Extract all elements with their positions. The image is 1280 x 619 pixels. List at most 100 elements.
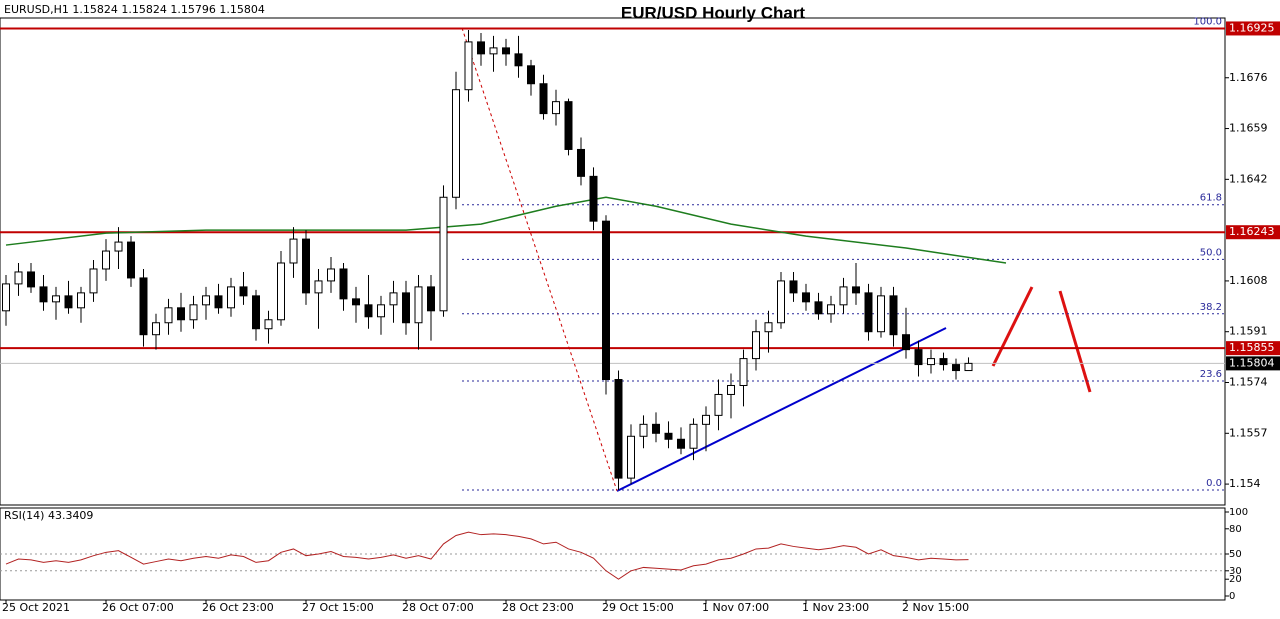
y-tick-label: 1.1642 [1229, 172, 1268, 185]
candle-body [489, 47, 498, 55]
candle-body [627, 435, 635, 479]
candle-body [914, 349, 923, 366]
candle-body [364, 304, 373, 318]
level-label: 1.16925 [1229, 21, 1275, 34]
candle-body [602, 220, 610, 381]
candle-body [889, 295, 898, 336]
x-tick-label: 25 Oct 2021 [2, 601, 70, 614]
candle-body [127, 241, 135, 279]
candle-body [202, 295, 210, 306]
x-tick-label: 28 Oct 23:00 [502, 601, 574, 614]
candle-body [39, 286, 48, 303]
candle-body [689, 423, 698, 449]
candle-body [339, 268, 348, 300]
candle-body [327, 268, 335, 282]
rsi-tick-label: 20 [1229, 574, 1242, 585]
level-label: 1.16243 [1229, 225, 1275, 238]
candle-body [564, 101, 573, 150]
candle-body [314, 280, 323, 294]
candle-body [677, 438, 685, 449]
candle-body [764, 322, 773, 333]
forecast-arrow [991, 286, 1034, 367]
candle-body [177, 307, 185, 321]
candle-body [502, 47, 510, 55]
y-tick-label: 1.1608 [1229, 274, 1268, 287]
current-price-label: 1.15804 [1229, 356, 1275, 369]
candle-body [114, 241, 123, 252]
candle-body [64, 295, 73, 309]
candle-body [839, 286, 848, 306]
rsi-label: RSI(14) 43.3409 [4, 509, 93, 522]
candle-body [77, 292, 85, 309]
candle-body [814, 301, 823, 315]
candle-body [189, 304, 198, 321]
x-tick-label: 26 Oct 07:00 [102, 601, 174, 614]
x-tick-label: 27 Oct 15:00 [302, 601, 374, 614]
current-price-tag [1226, 356, 1280, 371]
fib-label: 0.0 [1206, 478, 1222, 489]
candle-body [477, 41, 485, 55]
candle-body [552, 101, 560, 115]
candle-body [952, 364, 960, 372]
candle-body [89, 268, 98, 294]
x-tick-label: 26 Oct 23:00 [202, 601, 274, 614]
candle-body [152, 322, 160, 336]
y-tick-label: 1.1659 [1229, 122, 1268, 135]
candle-body [927, 358, 935, 366]
candle-body [27, 271, 35, 288]
x-tick-label: 28 Oct 07:00 [402, 601, 474, 614]
y-tick-label: 1.1591 [1229, 325, 1268, 338]
rsi-tick-label: 50 [1229, 549, 1242, 560]
candle-body [614, 379, 623, 479]
y-tick-label: 1.1557 [1229, 426, 1268, 439]
rsi-tick-label: 100 [1229, 507, 1248, 518]
fib-label: 100.0 [1193, 16, 1222, 27]
level-tag [1226, 225, 1280, 240]
candle-body [864, 292, 873, 333]
candle-body [939, 358, 948, 366]
price-panel [0, 17, 1226, 506]
x-tick-label: 1 Nov 07:00 [702, 601, 769, 614]
candle-body [439, 196, 448, 312]
candle-body [227, 286, 235, 309]
fib-label: 50.0 [1200, 247, 1222, 258]
candle-body [752, 331, 760, 360]
candle-body [464, 41, 473, 91]
candle-body [639, 423, 648, 437]
candle-body [402, 292, 410, 324]
x-tick-label: 2 Nov 15:00 [902, 601, 969, 614]
level-tag [1226, 21, 1280, 36]
candle-body [539, 83, 548, 115]
x-tick-label: 29 Oct 15:00 [602, 601, 674, 614]
fib-label: 23.6 [1200, 369, 1222, 380]
candle-body [52, 295, 60, 303]
candle-body [164, 307, 173, 324]
candle-body [289, 238, 298, 264]
level-label: 1.15855 [1229, 341, 1275, 354]
level-tag [1226, 341, 1280, 356]
candle-body [964, 362, 973, 372]
candle-body [427, 286, 435, 312]
forecast-arrow [1058, 290, 1092, 393]
candle-body [139, 277, 148, 336]
candle-body [802, 292, 810, 303]
y-tick-label: 1.154 [1229, 477, 1261, 490]
candle-body [902, 334, 910, 351]
candle-body [727, 384, 735, 395]
candle-body [414, 286, 423, 324]
candle-body [239, 286, 248, 297]
candle-body [277, 262, 285, 321]
candle-body [714, 393, 723, 416]
y-tick-label: 1.1676 [1229, 71, 1268, 84]
candle-body [2, 283, 10, 312]
candle-body [852, 286, 860, 294]
candle-body [702, 414, 710, 425]
candle-body [789, 280, 798, 294]
chart-title: EUR/USD Hourly Chart [621, 3, 806, 22]
candle-body [514, 53, 523, 67]
trendline [616, 327, 947, 492]
rsi-line [5, 531, 969, 580]
candle-body [14, 271, 23, 285]
candle-body [352, 298, 360, 306]
symbol-info: EURUSD,H1 1.15824 1.15824 1.15796 1.1580… [4, 3, 265, 16]
